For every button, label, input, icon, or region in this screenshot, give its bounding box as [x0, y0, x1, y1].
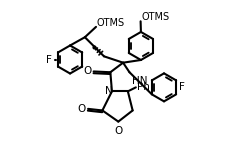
- Text: F: F: [179, 82, 185, 92]
- Text: Ph: Ph: [136, 82, 149, 92]
- Text: N: N: [105, 86, 113, 96]
- Text: O: O: [114, 126, 122, 136]
- Text: O: O: [78, 104, 86, 114]
- Text: HN: HN: [132, 76, 148, 86]
- Text: O: O: [84, 66, 92, 76]
- Text: OTMS: OTMS: [142, 12, 170, 22]
- Text: OTMS: OTMS: [97, 18, 125, 28]
- Text: F: F: [46, 54, 52, 64]
